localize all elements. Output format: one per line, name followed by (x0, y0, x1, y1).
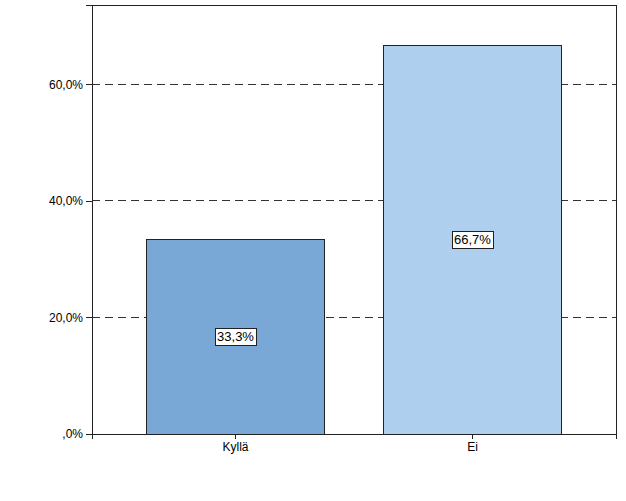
y-tick-label: ,0% (62, 427, 83, 441)
bar (147, 240, 324, 434)
y-tick-mark (86, 434, 92, 435)
x-tick-mark (235, 434, 236, 439)
x-tick: Kyllä (222, 434, 248, 454)
x-axis-line (93, 435, 617, 440)
y-tick: 40,0% (49, 194, 92, 208)
y-axis: ,0% 20,0% 40,0% 60,0% (49, 6, 93, 442)
frame (92, 5, 616, 434)
x-tick: Ei (467, 434, 478, 454)
x-tick-label: Ei (467, 440, 478, 454)
data-label-box (215, 328, 256, 345)
data-label: 66,7% (452, 231, 493, 248)
plot: ,0% 20,0% 40,0% 60,0% Kyllä Ei 33,3% 66,7% (49, 5, 617, 454)
chart: ,0% 20,0% 40,0% 60,0% Kyllä Ei 33,3% 66,7% (0, 0, 626, 501)
x-tick-mark (472, 434, 473, 439)
y-tick: 20,0% (49, 311, 92, 325)
y-tick-label: 60,0% (49, 78, 83, 92)
data-label-text: 66,7% (454, 232, 491, 247)
data-label: 33,3% (215, 328, 256, 345)
y-axis-line (86, 6, 93, 435)
data-labels: 33,3% 66,7% (215, 231, 493, 345)
y-tick-label: 20,0% (49, 311, 83, 325)
x-tick-label: Kyllä (222, 440, 248, 454)
y-tick-mark (86, 201, 92, 202)
y-tick-label: 40,0% (49, 194, 83, 208)
x-axis: Kyllä Ei (93, 434, 617, 454)
data-label-box (452, 231, 493, 248)
y-tick: 60,0% (49, 78, 92, 92)
bar (384, 45, 561, 434)
y-tick: ,0% (62, 427, 92, 441)
bars (147, 45, 561, 434)
y-tick-mark (86, 317, 92, 318)
data-label-text: 33,3% (217, 329, 254, 344)
y-tick-mark (86, 84, 92, 85)
